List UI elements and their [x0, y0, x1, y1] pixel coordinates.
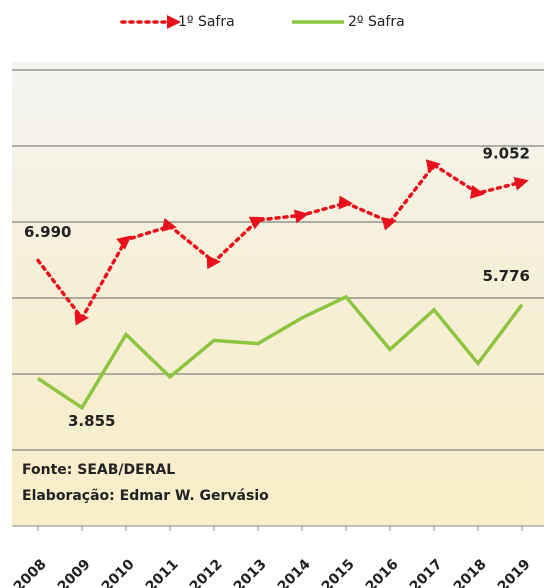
legend-label: 1º Safra: [178, 14, 235, 30]
value-label: 3.855: [68, 412, 115, 430]
value-label: 9.052: [483, 145, 530, 163]
value-label: 5.776: [483, 267, 530, 285]
x-tick-label: 2013: [231, 556, 270, 588]
value-label: 6.990: [24, 223, 71, 241]
legend-label: 2º Safra: [348, 14, 405, 30]
plot-background: [12, 62, 544, 526]
x-tick-label: 2012: [187, 556, 226, 588]
x-tick-label: 2017: [407, 556, 446, 588]
x-tick-label: 2016: [363, 556, 402, 588]
x-tick-label: 2010: [99, 556, 138, 588]
x-tick-label: 2019: [495, 556, 534, 588]
x-tick-label: 2015: [319, 556, 358, 588]
x-tick-label: 2014: [275, 556, 314, 588]
chart: 2008200920102011201220132014201520162017…: [0, 0, 556, 588]
x-tick-label: 2008: [11, 556, 50, 588]
x-tick-label: 2018: [451, 556, 490, 588]
x-tick-label: 2011: [143, 556, 182, 588]
note: Elaboração: Edmar W. Gervásio: [22, 488, 269, 504]
x-tick-label: 2009: [55, 556, 94, 588]
note: Fonte: SEAB/DERAL: [22, 462, 175, 478]
